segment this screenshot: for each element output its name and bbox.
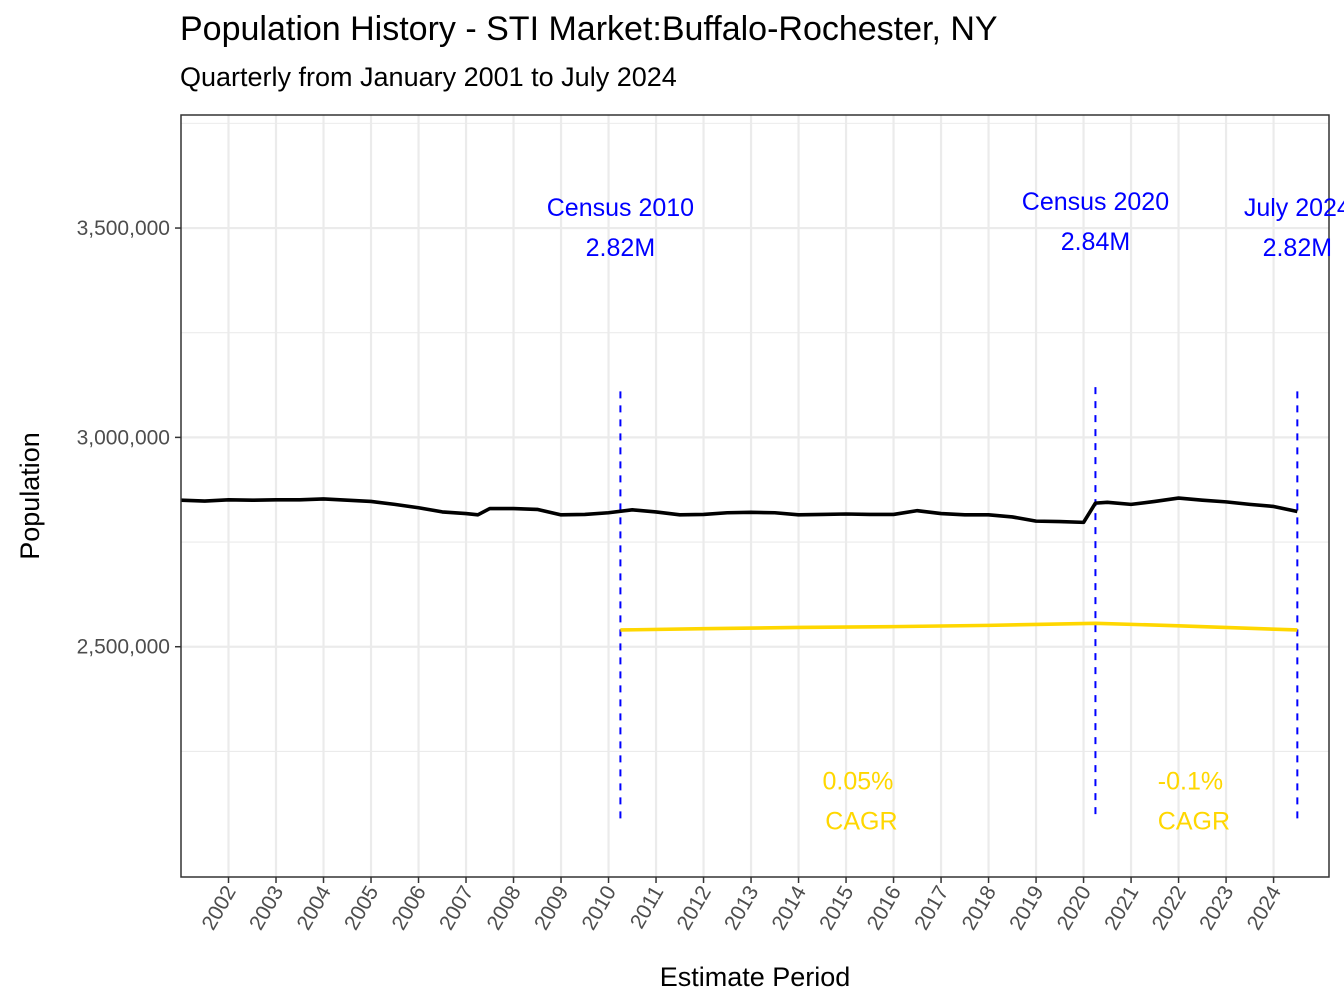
annotation-3-line-1: CAGR: [818, 808, 897, 836]
cagr-series-line: [620, 621, 1298, 632]
x-tick-label-2012: 2012: [673, 882, 716, 934]
annotation-4-line-1: CAGR: [1151, 808, 1230, 836]
population-series-line: [180, 496, 1298, 525]
annotation-1-line-1: 2.84M: [1061, 228, 1130, 256]
x-tick-label-2004: 2004: [293, 882, 336, 934]
x-tick-label-2003: 2003: [245, 882, 288, 934]
annotation-1: Census 2020 2.84M: [1022, 188, 1169, 256]
plot-panel-border: [180, 114, 1330, 878]
x-tick-label-2022: 2022: [1148, 882, 1191, 934]
y-axis-title: Population: [15, 432, 45, 560]
annotation-3: 0.05% CAGR: [818, 768, 897, 836]
annotation-4-line-0: -0.1%: [1158, 768, 1223, 796]
annotation-4: -0.1% CAGR: [1151, 768, 1230, 836]
x-tick-label-2015: 2015: [815, 882, 858, 934]
data-series: [180, 496, 1298, 632]
x-tick-label-2014: 2014: [768, 882, 811, 934]
x-tick-label-2018: 2018: [958, 882, 1001, 934]
x-tick-label-2006: 2006: [388, 882, 431, 934]
x-tick-label-2024: 2024: [1243, 882, 1286, 934]
x-axis-title: Estimate Period: [660, 962, 851, 992]
annotation-3-line-0: 0.05%: [822, 768, 893, 796]
axes: 2002 2003 2004 2005 2006 2007 2008 2009 2010 2011…: [77, 217, 1287, 934]
x-tick-label-2005: 2005: [340, 882, 383, 934]
x-tick-label-2017: 2017: [910, 882, 953, 934]
x-tick-label-2019: 2019: [1005, 882, 1048, 934]
x-tick-label-2011: 2011: [626, 882, 669, 933]
y-tick-label: 2,500,000: [77, 636, 170, 659]
x-tick-label-2010: 2010: [578, 882, 621, 934]
x-tick-label-2021: 2021: [1100, 882, 1143, 934]
grid-lines: [181, 115, 1329, 877]
reference-lines: [619, 387, 1299, 819]
annotation-2: July 2024 2.82M: [1244, 194, 1344, 262]
x-tick-label-2020: 2020: [1053, 882, 1096, 934]
chart-title: Population History - STI Market:Buffalo-…: [180, 10, 998, 48]
x-tick-label-2002: 2002: [198, 882, 241, 934]
annotation-0: Census 2010 2.82M: [547, 194, 694, 262]
annotations: Census 2010 2.82M Census 2020 2.84M July 202…: [547, 188, 1344, 836]
annotation-1-line-0: Census 2020: [1022, 188, 1169, 216]
x-tick-label-2008: 2008: [483, 882, 526, 934]
x-tick-label-2013: 2013: [720, 882, 763, 934]
x-tick-label-2009: 2009: [530, 882, 573, 934]
y-tick-label: 3,000,000: [77, 426, 170, 449]
x-tick-label-2023: 2023: [1195, 882, 1238, 934]
annotation-2-line-0: July 2024: [1244, 194, 1344, 222]
x-tick-label-2016: 2016: [863, 882, 906, 934]
annotation-0-line-0: Census 2010: [547, 194, 694, 222]
y-tick-label: 3,500,000: [77, 217, 170, 240]
annotation-2-line-1: 2.82M: [1263, 234, 1332, 262]
x-tick-label-2007: 2007: [435, 882, 478, 934]
annotation-0-line-1: 2.82M: [586, 234, 655, 262]
chart-subtitle: Quarterly from January 2001 to July 2024: [180, 62, 677, 92]
